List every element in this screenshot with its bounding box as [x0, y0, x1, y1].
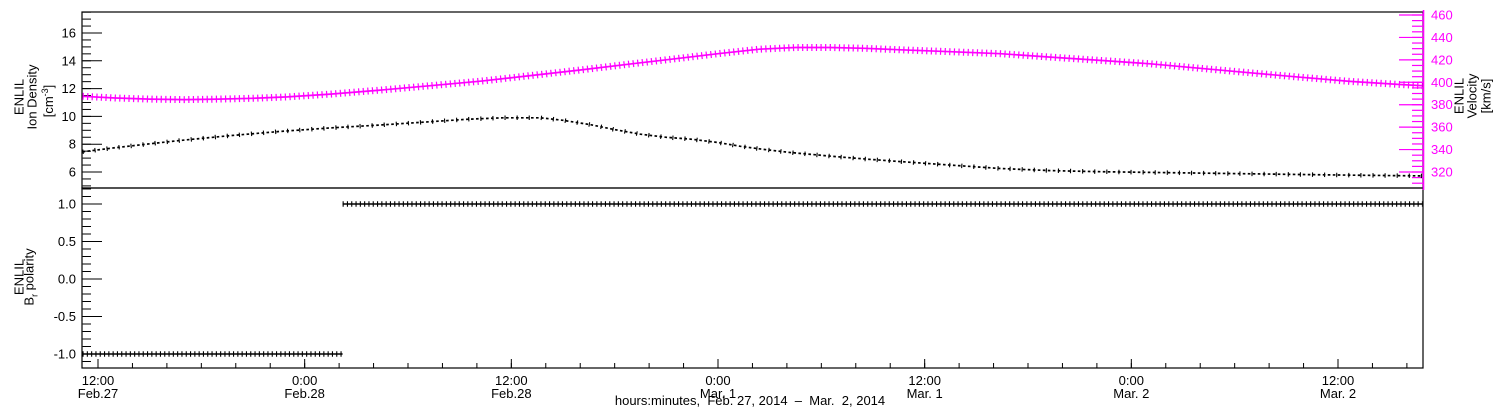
velocity-curve-markers [82, 44, 1423, 104]
density-axis-units: [cm-3] [39, 84, 57, 118]
density-curve-markers [82, 115, 1423, 179]
time-tick-label: 0:00 [1119, 373, 1144, 388]
density-curve [82, 116, 1423, 177]
polarity-label-base: B [21, 296, 37, 306]
time-tick-label: 12:00 [1322, 373, 1355, 388]
polarity-label-sub: r [29, 293, 40, 297]
velocity-tick-label: 460 [1431, 8, 1453, 23]
density-tick-label: 8 [69, 137, 76, 152]
velocity-tick-label: 420 [1431, 52, 1453, 67]
velocity-tick-label: 400 [1431, 75, 1453, 90]
density-units-close: ] [41, 84, 57, 89]
x-axis-title: hours:minutes, Feb. 27, 2014 – Mar. 2, 2… [614, 393, 886, 408]
density-tick-label: 16 [62, 26, 76, 41]
time-tick-label: 0:00 [705, 373, 730, 388]
polarity-tick-label: 0.0 [58, 272, 76, 287]
polarity-tick-label: -1.0 [54, 347, 76, 362]
density-tick-label: 6 [69, 165, 76, 180]
polarity-tick-label: 0.5 [58, 234, 76, 249]
time-tick-label: 12:00 [908, 373, 941, 388]
density-units-exponent: -3 [39, 88, 50, 97]
velocity-tick-label: 340 [1431, 142, 1453, 157]
density-tick-label: 14 [62, 53, 76, 68]
density-axis-title-line2: Ion Density [24, 64, 40, 130]
density-units-open: [cm [41, 96, 57, 118]
time-tick-label: 12:00 [82, 373, 115, 388]
density-tick-label: 12 [62, 81, 76, 96]
bottom-panel-frame [81, 187, 1424, 369]
polarity-tick-label: -0.5 [54, 309, 76, 324]
velocity-tick-label: 440 [1431, 30, 1453, 45]
velocity-curve [82, 46, 1423, 101]
date-tick-label: Feb.28 [491, 386, 531, 401]
top-panel-frame [81, 11, 1424, 189]
velocity-axis-title-line2: Velocity [1464, 73, 1480, 119]
date-tick-label: Feb.28 [284, 386, 324, 401]
polarity-label-rest: polarity [21, 248, 37, 294]
velocity-tick-label: 380 [1431, 97, 1453, 112]
time-tick-label: 0:00 [292, 373, 317, 388]
date-tick-label: Mar. 2 [1113, 386, 1149, 401]
velocity-axis-units: [km/s] [1478, 78, 1494, 114]
density-tick-label: 10 [62, 109, 76, 124]
date-tick-label: Mar. 1 [907, 386, 943, 401]
time-tick-label: 12:00 [495, 373, 528, 388]
polarity-axis-title-line2: Br polarity [21, 248, 42, 306]
date-tick-label: Feb.27 [78, 386, 118, 401]
date-tick-label: Mar. 2 [1320, 386, 1356, 401]
velocity-tick-label: 320 [1431, 165, 1453, 180]
velocity-tick-label: 360 [1431, 120, 1453, 135]
date-tick-label: Mar. 1 [700, 386, 736, 401]
polarity-tick-label: 1.0 [58, 197, 76, 212]
